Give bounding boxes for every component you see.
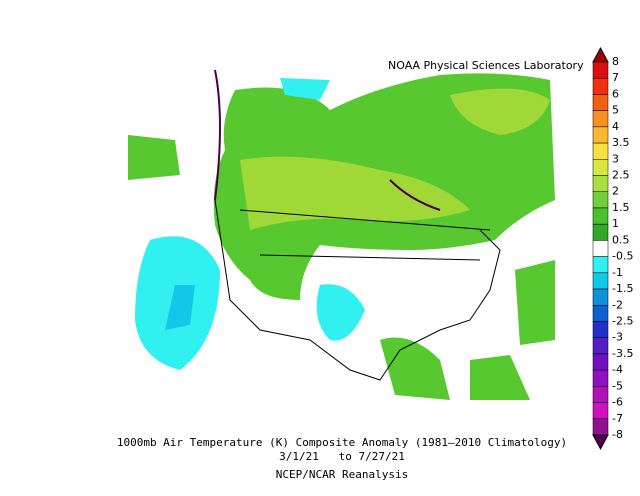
- colorbar-box: [592, 207, 609, 225]
- colorbar-arrow: [592, 434, 609, 451]
- colorbar-box: [592, 369, 609, 387]
- colorbar-box: [592, 223, 609, 241]
- anomaly-area: [240, 156, 470, 230]
- colorbar-label: -2.5: [612, 314, 633, 327]
- colorbar-box: [592, 240, 609, 257]
- colorbar-label: 4: [612, 120, 619, 133]
- colorbar-box: [592, 337, 609, 355]
- colorbar-label: 7: [612, 71, 619, 84]
- colorbar-box: [592, 321, 609, 338]
- colorbar-label: -8: [612, 428, 623, 441]
- anomaly-area: [470, 355, 530, 400]
- anomaly-area: [128, 135, 180, 180]
- colorbar-box: [592, 288, 609, 306]
- colorbar-label: 0.5: [612, 233, 630, 246]
- colorbar-box: [592, 402, 609, 420]
- title: 1000mb Air Temperature (K) Composite Ano…: [117, 436, 567, 449]
- colorbar-label: -2: [612, 298, 623, 311]
- colorbar-box: [592, 94, 609, 111]
- colorbar-label: 1.5: [612, 201, 630, 214]
- colorbar-label: 3.5: [612, 136, 630, 149]
- colorbar-arrow: [592, 46, 609, 63]
- colorbar-label: -7: [612, 412, 623, 425]
- anomaly-area: [316, 284, 365, 341]
- colorbar-label: -3.5: [612, 347, 633, 360]
- colorbar-label: 5: [612, 104, 619, 117]
- colorbar-label: -6: [612, 396, 623, 409]
- colorbar-box: [592, 110, 609, 128]
- colorbar-box: [592, 305, 609, 322]
- map: NOAA Physical Sciences Laboratory: [128, 58, 584, 420]
- colorbar-box: [592, 61, 609, 79]
- colorbar-label: -1.5: [612, 282, 633, 295]
- anomaly-area: [165, 285, 195, 330]
- anomaly-area: [280, 78, 330, 100]
- colorbar-label: -0.5: [612, 250, 633, 263]
- colorbar-box: [592, 191, 609, 209]
- colorbar-label: 6: [612, 87, 619, 100]
- credit: NOAA Physical Sciences Laboratory: [388, 59, 584, 72]
- colorbar-label: 8: [612, 55, 619, 68]
- dates: 3/1/21 to 7/27/21: [279, 450, 405, 463]
- colorbar-box: [592, 418, 609, 436]
- colorbar-label: 1: [612, 217, 619, 230]
- colorbar-box: [592, 386, 609, 403]
- colorbar-label: 2: [612, 185, 619, 198]
- anomaly-area: [515, 260, 555, 345]
- colorbar-box: [592, 142, 609, 160]
- colorbar-box: [592, 159, 609, 176]
- colorbar-box: [592, 353, 609, 371]
- colorbar-box: [592, 256, 609, 274]
- colorbar-label: 2.5: [612, 169, 630, 182]
- anomaly-area: [450, 88, 550, 135]
- borders: [214, 199, 501, 381]
- colorbar: 8 7 6 5 4 3.5 3 2.5 2 1.5 1 0.5 -0.5 -1 -1.5 -2 -2.5 -3 -3…: [592, 46, 633, 451]
- colorbar-label: -5: [612, 379, 623, 392]
- colorbar-box: [592, 175, 609, 192]
- colorbar-label: -3: [612, 331, 623, 344]
- colorbar-label: -1: [612, 266, 623, 279]
- source: NCEP/NCAR Reanalysis: [276, 468, 408, 481]
- colorbar-label: 3: [612, 152, 619, 165]
- colorbar-label: -4: [612, 363, 623, 376]
- colorbar-box: [592, 126, 609, 144]
- coastline: [214, 69, 441, 211]
- colorbar-box: [592, 77, 609, 95]
- colorbar-box: [592, 272, 609, 290]
